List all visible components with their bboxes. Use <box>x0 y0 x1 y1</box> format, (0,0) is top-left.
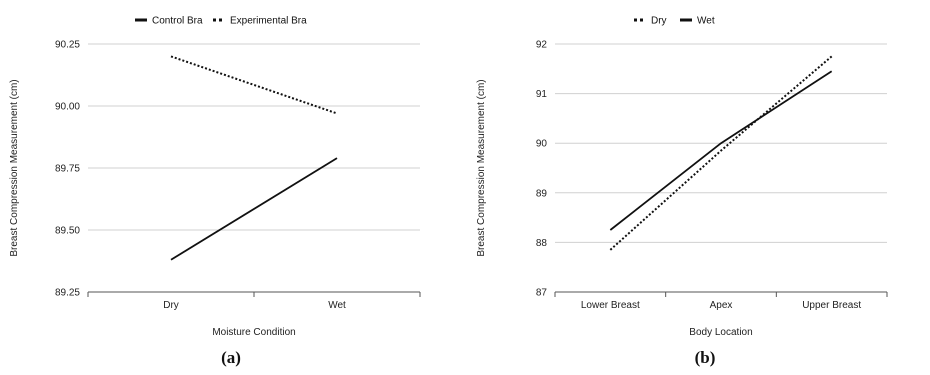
chart-b: Dry Wet 87 88 89 90 91 92 Lower Breast Apex Upper … <box>467 0 927 375</box>
y-tick-label-1-4: 91 <box>536 89 548 100</box>
y-tick-label-1-0: 87 <box>536 288 548 299</box>
chart-b-svg: Dry Wet 87 88 89 90 91 92 Lower Breast Apex Upper … <box>476 16 888 338</box>
x-tick-label-0-0: Dry <box>163 300 179 311</box>
series-line-1-0 <box>609 55 833 251</box>
x-tick-label-0-1: Wet <box>328 300 346 311</box>
legend-label-1-1: Wet <box>697 16 715 27</box>
y-tick-label-0-3: 90.00 <box>55 102 80 113</box>
chart-a-svg: Control Bra Experimental Bra 89.25 89.50 89.… <box>9 16 421 338</box>
y-axis-title-0: Breast Compression Measurement (cm) <box>9 79 20 256</box>
legend-label-1-0: Dry <box>651 16 667 27</box>
x-tick-label-1-1: Apex <box>710 300 733 311</box>
y-tick-label-0-4: 90.25 <box>55 40 80 51</box>
y-tick-label-0-0: 89.25 <box>55 288 80 299</box>
panel-label-a: (a) <box>221 348 241 367</box>
legend-label-0-0: Control Bra <box>152 16 203 27</box>
panel-label-b: (b) <box>694 348 716 367</box>
x-axis-title-1: Body Location <box>689 327 752 338</box>
legend-label-0-1: Experimental Bra <box>230 16 307 27</box>
y-tick-label-1-3: 90 <box>536 139 548 150</box>
y-tick-label-0-1: 89.50 <box>55 226 80 237</box>
x-tick-label-1-2: Upper Breast <box>802 300 861 311</box>
y-tick-label-0-2: 89.75 <box>55 164 80 175</box>
y-tick-label-1-2: 89 <box>536 188 548 199</box>
y-axis-title-1: Breast Compression Measurement (cm) <box>476 79 487 256</box>
y-tick-label-1-1: 88 <box>536 238 548 249</box>
series-line-0-1 <box>170 55 338 115</box>
y-tick-label-1-5: 92 <box>536 40 548 51</box>
x-tick-label-1-0: Lower Breast <box>581 300 640 311</box>
series-line-0-0 <box>170 157 338 261</box>
x-axis-title-0: Moisture Condition <box>212 327 295 338</box>
chart-a: Control Bra Experimental Bra 89.25 89.50 89.… <box>0 0 460 375</box>
